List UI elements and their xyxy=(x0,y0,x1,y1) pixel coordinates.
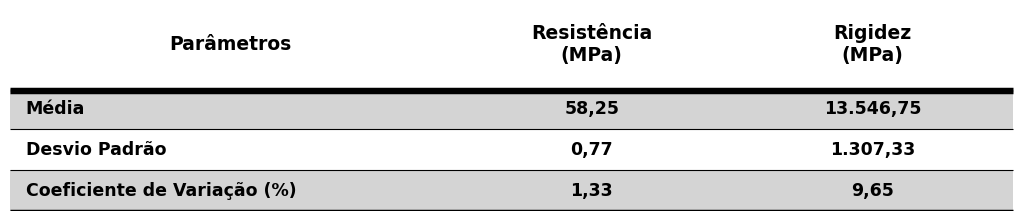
Text: 0,77: 0,77 xyxy=(571,141,613,159)
Text: Resistência
(MPa): Resistência (MPa) xyxy=(531,24,653,65)
Text: Coeficiente de Variação (%): Coeficiente de Variação (%) xyxy=(26,182,297,200)
Bar xyxy=(10,129,1013,170)
Text: Média: Média xyxy=(26,100,85,118)
Text: 13.546,75: 13.546,75 xyxy=(824,100,921,118)
Bar xyxy=(10,0,1013,89)
Text: Rigidez
(MPa): Rigidez (MPa) xyxy=(834,24,911,65)
Text: 9,65: 9,65 xyxy=(851,182,894,200)
Text: 1,33: 1,33 xyxy=(571,182,613,200)
Bar xyxy=(10,170,1013,211)
Text: Parâmetros: Parâmetros xyxy=(170,35,292,54)
Bar xyxy=(10,89,1013,129)
Text: 1.307,33: 1.307,33 xyxy=(830,141,915,159)
Text: 58,25: 58,25 xyxy=(565,100,619,118)
Text: Desvio Padrão: Desvio Padrão xyxy=(26,141,166,159)
